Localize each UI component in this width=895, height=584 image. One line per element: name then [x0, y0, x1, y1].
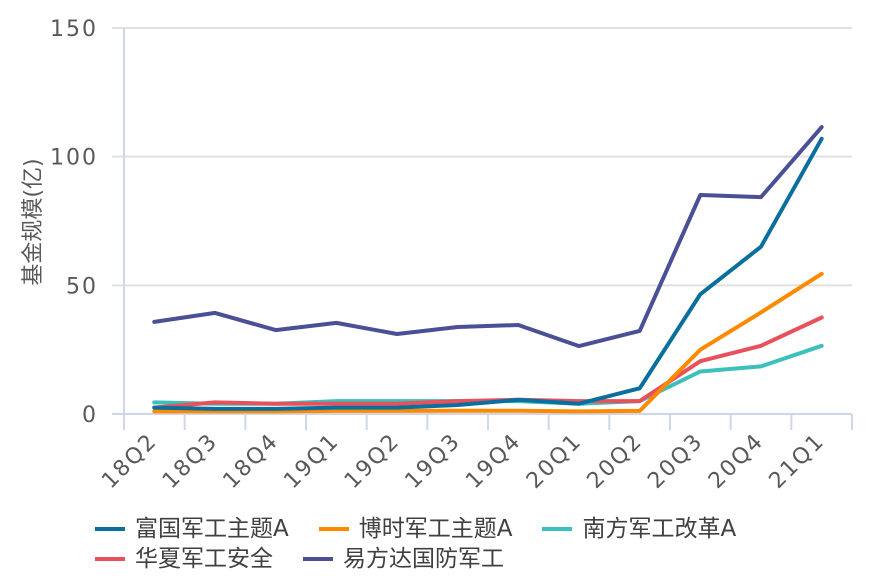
- x-tick-label: 19Q4: [461, 429, 526, 494]
- x-tick-label: 19Q2: [340, 429, 405, 494]
- x-tick-label: 20Q2: [583, 429, 648, 494]
- x-tick-label: 20Q3: [643, 429, 708, 494]
- series-line: [152, 125, 824, 349]
- gridlines: [112, 27, 852, 287]
- x-tick-label: 21Q1: [765, 429, 830, 494]
- x-tick-label: 18Q4: [219, 429, 284, 494]
- legend-label: 富国军工主题A: [135, 516, 289, 542]
- legend-item[interactable]: 易方达国防军工: [303, 544, 504, 574]
- legend-label: 博时军工主题A: [358, 516, 513, 542]
- x-tick-label: 18Q2: [97, 429, 162, 494]
- legend-label: 南方军工改革A: [582, 516, 737, 542]
- x-tick-label: 20Q1: [522, 429, 587, 494]
- x-tick-label: 19Q1: [279, 429, 344, 494]
- series-lines: [152, 125, 824, 414]
- x-tick-label: 19Q3: [401, 429, 466, 494]
- legend-swatch-icon: [95, 557, 125, 561]
- legend-label: 易方达国防军工: [343, 546, 504, 572]
- y-tick-label: 100: [50, 146, 98, 171]
- x-axis: 18Q218Q318Q419Q119Q219Q319Q420Q120Q220Q3…: [97, 413, 853, 494]
- y-axis-title: 基金规模(亿): [21, 158, 46, 285]
- legend-swatch-icon: [542, 527, 573, 531]
- y-axis: 0 50 100 150: [50, 17, 125, 430]
- x-tick-label: 20Q4: [704, 429, 769, 494]
- x-tick-label: 18Q3: [158, 429, 223, 494]
- legend-swatch-icon: [303, 557, 333, 561]
- series-line: [152, 271, 824, 414]
- legend-swatch-icon: [318, 527, 349, 531]
- series-line: [152, 136, 824, 411]
- series-line: [152, 315, 824, 410]
- legend-item[interactable]: 南方军工改革A: [542, 514, 736, 544]
- legend: 富国军工主题A 博时军工主题A 南方军工改革A 华夏军工安全 易方达国防军工: [95, 514, 855, 574]
- legend-item[interactable]: 富国军工主题A: [95, 514, 289, 544]
- legend-label: 华夏军工安全: [135, 546, 273, 572]
- y-tick-label: 150: [50, 17, 98, 42]
- legend-item[interactable]: 华夏军工安全: [95, 544, 273, 574]
- y-tick-label: 50: [66, 274, 98, 299]
- y-tick-label: 0: [82, 403, 98, 428]
- legend-item[interactable]: 博时军工主题A: [318, 514, 513, 544]
- legend-swatch-icon: [95, 527, 125, 531]
